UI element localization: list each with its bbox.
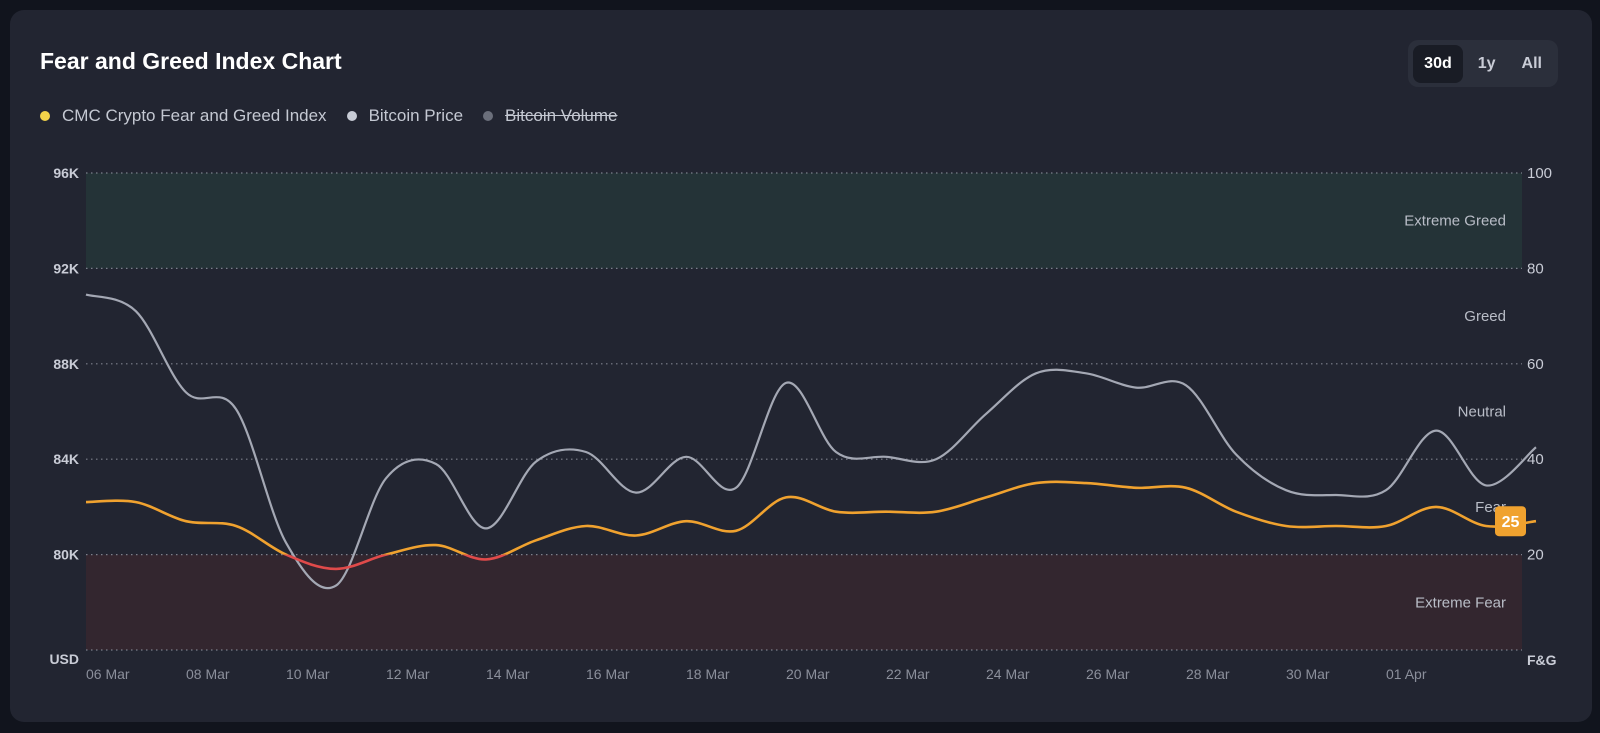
legend-label: Bitcoin Volume — [505, 106, 618, 125]
left-axis-tick: 84K — [53, 451, 79, 467]
x-axis-tick: 01 Apr — [1386, 666, 1427, 682]
range-30d-button[interactable]: 30d — [1413, 44, 1463, 83]
x-axis-tick: 10 Mar — [286, 666, 330, 682]
zone-label: Greed — [1464, 308, 1506, 325]
current-value-label: 25 — [1502, 514, 1520, 531]
zone-label: Extreme Greed — [1404, 213, 1506, 230]
chart-legend: CMC Crypto Fear and Greed Index Bitcoin … — [40, 106, 618, 126]
left-axis: 96K 92K 88K 84K 80K USD — [49, 165, 79, 667]
legend-item-bitcoin-volume[interactable]: Bitcoin Volume — [483, 106, 618, 126]
legend-dot-icon — [346, 111, 357, 121]
fear-greed-index-extreme-fear-segment — [283, 554, 508, 571]
left-axis-tick: 80K — [53, 547, 79, 563]
x-axis-tick: 14 Mar — [486, 666, 530, 682]
x-axis-tick: 28 Mar — [1186, 666, 1230, 682]
x-axis-tick: 26 Mar — [1086, 666, 1130, 682]
extreme-greed-zone — [86, 173, 1522, 269]
range-1y-button[interactable]: 1y — [1467, 45, 1507, 83]
x-axis-tick: 24 Mar — [986, 666, 1030, 682]
right-axis-unit: F&G — [1527, 652, 1557, 668]
chart-title: Fear and Greed Index Chart — [40, 48, 342, 74]
left-axis-tick: 88K — [53, 356, 79, 372]
x-axis: 06 Mar 08 Mar 10 Mar 12 Mar 14 Mar 16 Mar 18 M… — [86, 666, 1427, 682]
legend-item-bitcoin-price[interactable]: Bitcoin Price — [346, 106, 464, 126]
right-axis-tick: 60 — [1527, 356, 1544, 373]
bitcoin-price-line[interactable] — [85, 293, 1537, 590]
x-axis-tick: 22 Mar — [886, 666, 930, 682]
left-axis-tick: 92K — [53, 260, 79, 276]
fear-greed-index-line[interactable] — [85, 480, 1537, 569]
right-axis-tick: 80 — [1527, 260, 1544, 277]
right-axis: 100 80 60 40 20 F&G — [1527, 165, 1557, 668]
x-axis-tick: 08 Mar — [186, 666, 230, 682]
legend-label: CMC Crypto Fear and Greed Index — [62, 106, 327, 125]
right-axis-tick: 100 — [1527, 165, 1552, 182]
current-value-badge: 25 — [1495, 506, 1526, 537]
zone-label: Extreme Fear — [1415, 594, 1506, 611]
legend-dot-icon — [483, 111, 494, 121]
legend-dot-icon — [40, 111, 50, 121]
time-range-selector: 30d 1y All — [1408, 40, 1558, 87]
legend-item-fear-greed-index[interactable]: CMC Crypto Fear and Greed Index — [40, 106, 327, 126]
x-axis-tick: 20 Mar — [786, 666, 830, 682]
legend-label: Bitcoin Price — [368, 106, 464, 125]
left-axis-unit: USD — [49, 651, 79, 667]
x-axis-tick: 06 Mar — [86, 666, 130, 682]
range-all-button[interactable]: All — [1511, 45, 1553, 83]
zone-label: Neutral — [1458, 404, 1506, 421]
x-axis-tick: 16 Mar — [586, 666, 630, 682]
x-axis-tick: 18 Mar — [686, 666, 730, 682]
right-axis-tick: 20 — [1527, 547, 1544, 564]
x-axis-tick: 30 Mar — [1286, 666, 1330, 682]
right-axis-tick: 40 — [1527, 451, 1544, 468]
x-axis-tick: 12 Mar — [386, 666, 430, 682]
left-axis-tick: 96K — [53, 165, 79, 181]
extreme-fear-zone — [86, 554, 1522, 650]
